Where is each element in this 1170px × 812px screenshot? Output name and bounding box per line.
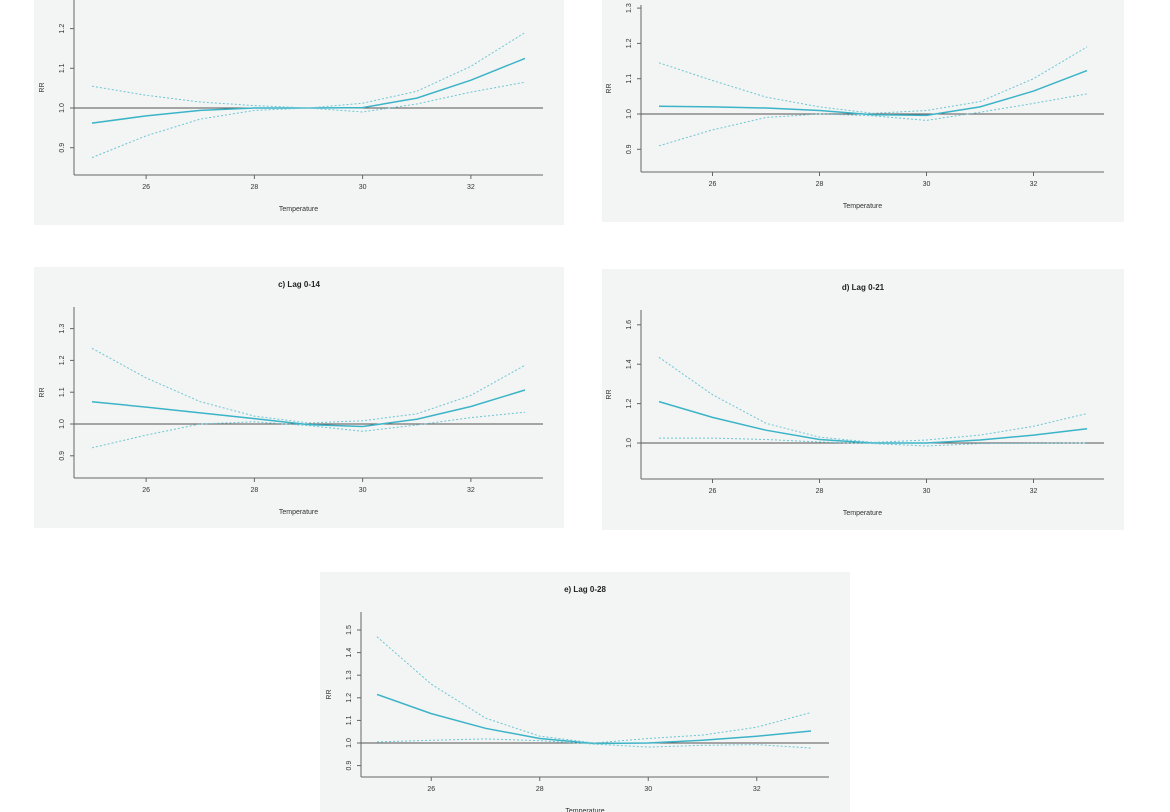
y-tick-label: 0.9: [59, 451, 66, 461]
x-tick-label: 30: [923, 181, 931, 188]
y-axis-label: RR: [606, 83, 613, 93]
x-tick-label: 26: [709, 488, 717, 495]
chart-panel-a: 26 28 30 32 0.9 1.0 1.1 1.2 RR Temperature: [34, 0, 564, 225]
rr-line: [376, 693, 812, 745]
y-tick-label: 1.6: [626, 320, 633, 330]
x-tick-label: 32: [467, 487, 475, 494]
upper-ci-line: [91, 32, 526, 109]
plot-area: 26 28 30 32 1.0 1.2 1.4 1.6 RR Temperature: [606, 310, 1104, 517]
chart-panel-b: 26 28 30 32 0.9 1.0 1.1 1.2 1.3 RR Temperature: [602, 0, 1124, 222]
y-axis-label: RR: [606, 389, 613, 399]
upper-ci-line: [376, 636, 812, 744]
x-tick-label: 32: [753, 786, 761, 793]
rr-line: [91, 389, 526, 428]
y-tick-label: 1.3: [346, 670, 353, 680]
plot-area: 26 28 30 32 0.9 1.0 1.1 1.2 1.3 1.4 1.5 RR Temperatu…: [326, 612, 829, 812]
y-tick-label: 1.0: [59, 103, 66, 113]
x-tick-label: 32: [1030, 488, 1038, 495]
y-tick-label: 1.3: [59, 324, 66, 334]
chart-panel-c: c) Lag 0-14 26 28 30 32 0.9 1.0 1.1 1.2 1.3 RR Temp…: [34, 267, 564, 528]
x-tick-label: 30: [359, 487, 367, 494]
y-tick-label: 1.1: [626, 74, 633, 84]
x-axis-label: Temperature: [279, 206, 318, 213]
rr-line: [658, 69, 1088, 117]
y-tick-label: 1.2: [59, 355, 66, 365]
lower-ci-line: [91, 411, 526, 449]
lower-ci-line: [376, 738, 812, 749]
x-tick-label: 32: [1030, 181, 1038, 188]
x-axis-label: Temperature: [279, 509, 318, 516]
x-tick-label: 30: [359, 184, 367, 191]
y-tick-label: 0.9: [626, 144, 633, 154]
y-tick-label: 1.5: [346, 625, 353, 635]
rr-line: [658, 400, 1088, 444]
chart-panel-e: e) Lag 0-28 26 28 30 32 0.9 1.0 1.1 1.2 1.3 1.4 1.5…: [320, 572, 850, 812]
y-tick-label: 1.4: [626, 359, 633, 369]
x-axis-label: Temperature: [565, 808, 604, 812]
upper-ci-line: [658, 356, 1088, 443]
y-tick-label: 1.0: [626, 438, 633, 448]
x-tick-label: 26: [142, 184, 150, 191]
y-tick-label: 1.2: [346, 693, 353, 703]
lower-ci-line: [91, 81, 526, 159]
plot-area: 26 28 30 32 0.9 1.0 1.1 1.2 1.3 RR Temperature: [39, 307, 543, 516]
plot-area: 26 28 30 32 0.9 1.0 1.1 1.2 1.3 RR Temperature: [606, 3, 1104, 210]
y-tick-label: 1.2: [626, 38, 633, 48]
panel-title: e) Lag 0-28: [564, 585, 606, 594]
x-tick-label: 28: [816, 488, 824, 495]
y-axis-label: RR: [326, 689, 333, 699]
plot-area: 26 28 30 32 0.9 1.0 1.1 1.2 RR Temperature: [39, 0, 543, 213]
x-tick-label: 26: [142, 487, 150, 494]
x-tick-label: 28: [536, 786, 544, 793]
y-tick-label: 1.1: [59, 387, 66, 397]
y-tick-label: 0.9: [346, 761, 353, 771]
x-tick-label: 32: [467, 184, 475, 191]
x-axis-label: Temperature: [843, 203, 882, 210]
y-tick-label: 1.2: [626, 399, 633, 409]
x-tick-label: 30: [923, 488, 931, 495]
y-axis-label: RR: [39, 82, 46, 92]
x-tick-label: 28: [250, 184, 258, 191]
y-tick-label: 1.4: [346, 648, 353, 658]
y-tick-label: 1.0: [59, 419, 66, 429]
x-tick-label: 28: [250, 487, 258, 494]
y-tick-label: 1.2: [59, 24, 66, 34]
lower-ci-line: [658, 93, 1088, 147]
y-tick-label: 1.1: [346, 715, 353, 725]
panel-title: d) Lag 0-21: [841, 283, 885, 292]
y-tick-label: 1.1: [59, 63, 66, 73]
chart-panel-d: d) Lag 0-21 26 28 30 32 1.0 1.2 1.4 1.6 RR Tempera…: [602, 269, 1124, 530]
y-tick-label: 1.0: [346, 738, 353, 748]
lower-ci-line: [659, 437, 1088, 447]
upper-ci-line: [658, 46, 1088, 114]
y-axis-label: RR: [39, 387, 46, 397]
x-tick-label: 28: [816, 181, 824, 188]
y-tick-label: 1.0: [626, 109, 633, 119]
x-tick-label: 30: [644, 786, 652, 793]
x-tick-label: 26: [709, 181, 717, 188]
upper-ci-line: [91, 347, 526, 424]
y-tick-label: 0.9: [59, 143, 66, 153]
y-tick-label: 1.3: [626, 3, 633, 13]
x-axis-label: Temperature: [843, 510, 882, 517]
panel-title: c) Lag 0-14: [278, 280, 320, 289]
rr-line: [91, 57, 526, 124]
x-tick-label: 26: [427, 786, 435, 793]
